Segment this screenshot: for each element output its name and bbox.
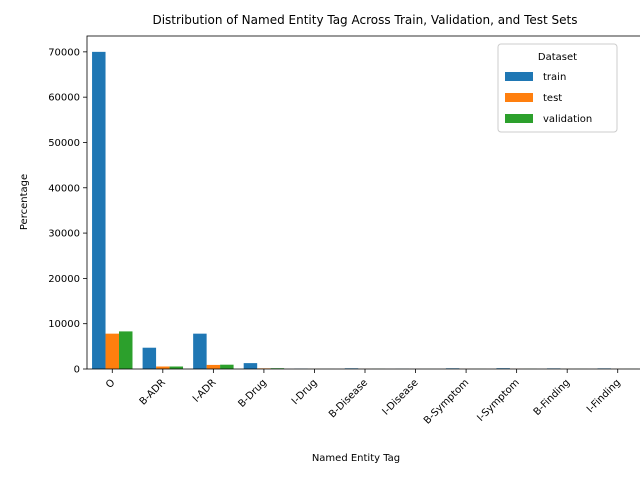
y-axis: 0 10000 20000 30000 40000 50000 60000 70000 [48, 47, 87, 376]
y-tick-label: 0 [74, 365, 80, 376]
legend-label-train: train [543, 72, 566, 83]
bar-test-O [105, 333, 120, 369]
y-tick-label: 20000 [48, 274, 80, 285]
legend-title: Dataset [538, 52, 577, 63]
bar-validation-O [119, 331, 133, 369]
bar-train-B-ADR [142, 347, 157, 369]
y-axis-label: Percentage [19, 174, 30, 230]
bar-test-I-ADR [206, 364, 221, 369]
plot-frame [86, 35, 640, 370]
legend-label-test: test [543, 93, 562, 104]
chart-title: Distribution of Named Entity Tag Across … [152, 13, 577, 27]
x-axis-label: Named Entity Tag [312, 453, 400, 464]
legend-swatch-train [505, 72, 533, 81]
y-tick-label: 60000 [48, 93, 80, 104]
bar-train-I-ADR [193, 333, 207, 369]
y-tick-label: 30000 [48, 229, 80, 240]
y-tick-label: 10000 [48, 319, 80, 330]
y-tick-label: 40000 [48, 183, 80, 194]
legend-swatch-test [505, 93, 533, 102]
bar-test-B-ADR [156, 366, 170, 369]
legend: Dataset train test validation [497, 43, 618, 133]
legend-label-validation: validation [543, 114, 592, 125]
bars-group [92, 51, 638, 370]
bar-validation-B-ADR [169, 366, 184, 369]
y-tick-label: 70000 [48, 47, 80, 58]
legend-frame [497, 43, 618, 133]
y-tick-label: 50000 [48, 138, 80, 149]
bar-train-O [92, 51, 106, 370]
bar-train-B-Drug [243, 363, 258, 369]
bar-validation-I-ADR [220, 364, 234, 369]
legend-swatch-validation [505, 114, 533, 123]
